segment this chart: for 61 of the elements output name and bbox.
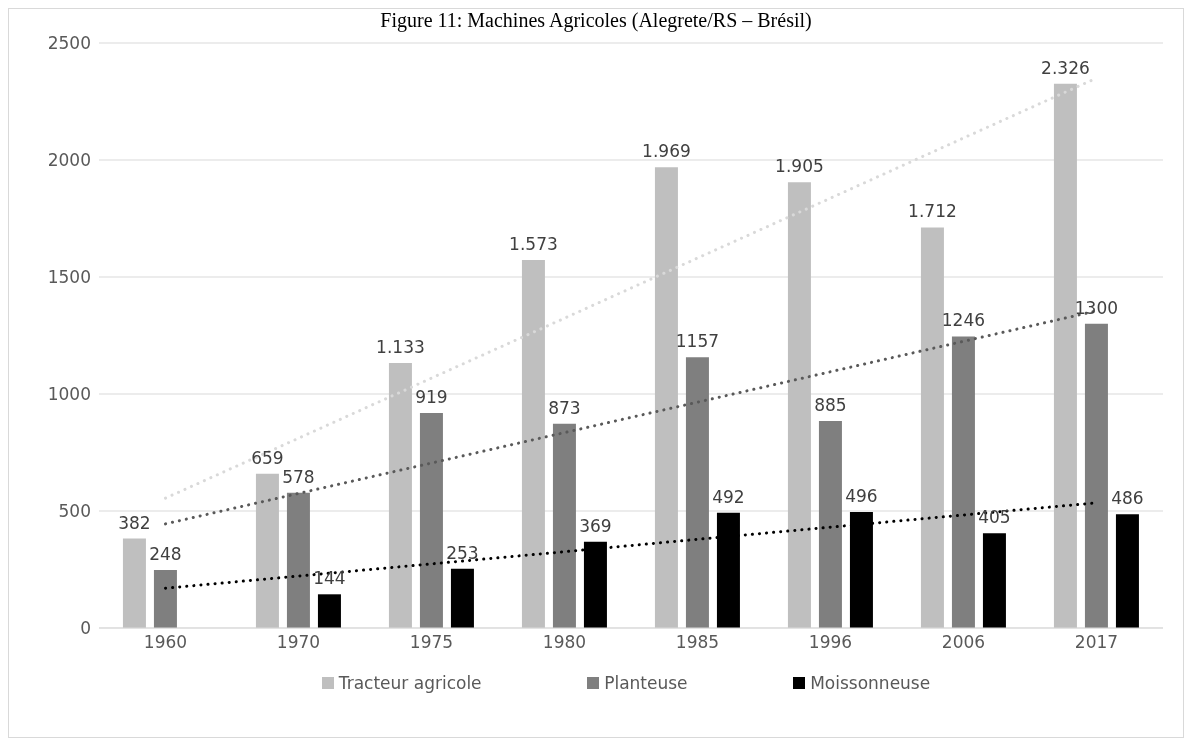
data-label: 1.969 xyxy=(642,141,691,162)
x-tick-label: 1975 xyxy=(409,632,454,653)
y-tick-label: 1000 xyxy=(47,384,91,405)
bar xyxy=(419,412,443,628)
bar xyxy=(450,568,474,628)
bar xyxy=(552,423,576,628)
data-label: 919 xyxy=(415,386,448,407)
data-label: 382 xyxy=(118,512,151,533)
data-label: 486 xyxy=(1111,488,1144,509)
y-tick-label: 2500 xyxy=(47,33,91,54)
bar xyxy=(1115,514,1139,628)
bar xyxy=(818,420,842,628)
x-tick-label: 1960 xyxy=(143,632,188,653)
bar xyxy=(388,362,412,628)
data-label: 1.712 xyxy=(908,201,957,222)
data-label: 369 xyxy=(579,515,612,536)
data-label: 885 xyxy=(814,394,847,415)
data-label: 405 xyxy=(978,507,1011,528)
bar xyxy=(521,259,545,628)
x-tick-label: 2017 xyxy=(1074,632,1119,653)
data-label: 2.326 xyxy=(1041,57,1090,78)
bar xyxy=(153,569,177,628)
data-label: 659 xyxy=(251,447,284,468)
legend-label: Planteuse xyxy=(603,673,688,693)
x-tick-label: 1996 xyxy=(808,632,853,653)
data-label: 1.573 xyxy=(509,233,558,254)
data-label: 496 xyxy=(845,485,878,506)
x-tick-label: 1985 xyxy=(675,632,720,653)
data-label: 1157 xyxy=(675,331,720,352)
bar xyxy=(654,167,678,628)
bar xyxy=(685,357,709,628)
data-label: 578 xyxy=(282,466,315,487)
data-label: 1.133 xyxy=(376,336,425,357)
bar xyxy=(787,182,811,628)
y-tick-label: 1500 xyxy=(47,267,91,288)
data-label: 1300 xyxy=(1074,297,1119,318)
legend-label: Moissonneuse xyxy=(809,673,931,693)
bar xyxy=(1084,323,1108,628)
chart-title: Figure 11: Machines Agricoles (Alegrete/RS – Brésil) xyxy=(379,9,813,33)
y-tick-label: 2000 xyxy=(47,150,91,171)
data-label: 873 xyxy=(548,397,581,418)
y-tick-label: 500 xyxy=(58,501,91,522)
x-tick-label: 2006 xyxy=(941,632,986,653)
bar xyxy=(1053,83,1077,628)
data-label: 1.905 xyxy=(775,156,824,177)
bar xyxy=(982,533,1006,628)
bar xyxy=(317,594,341,628)
data-label: 1246 xyxy=(941,310,986,331)
legend-label: Tracteur agricole xyxy=(337,673,482,693)
bar xyxy=(920,227,944,628)
data-label: 492 xyxy=(712,486,745,507)
y-tick-label: 0 xyxy=(80,618,91,639)
bar xyxy=(122,538,146,628)
bar xyxy=(951,336,975,628)
data-label: 144 xyxy=(313,568,346,589)
data-label: 248 xyxy=(149,543,182,564)
bar xyxy=(286,492,310,628)
x-tick-label: 1970 xyxy=(276,632,321,653)
bar xyxy=(255,473,279,628)
x-tick-label: 1980 xyxy=(542,632,587,653)
data-label: 253 xyxy=(446,542,479,563)
